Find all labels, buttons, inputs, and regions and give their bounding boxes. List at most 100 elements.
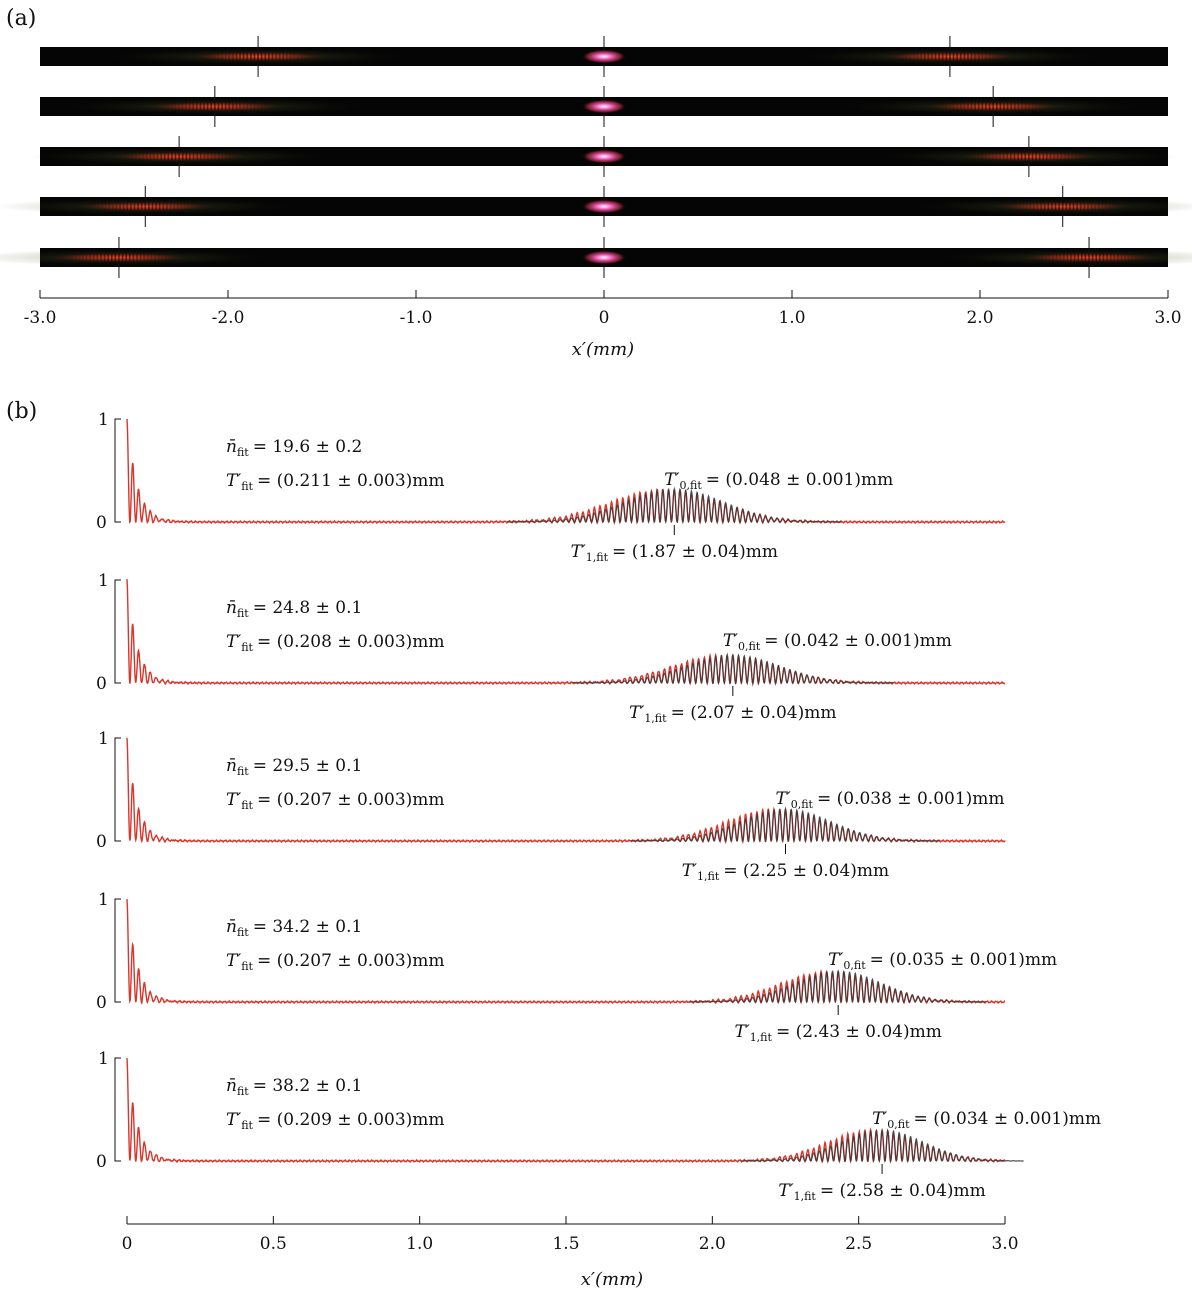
fringe-line	[1076, 202, 1078, 211]
fringe-line	[1033, 202, 1035, 211]
x-tick-label: 1.0	[778, 308, 805, 328]
n-annotation: n̄fit = 34.2 ± 0.1	[226, 917, 362, 939]
fringe-line	[183, 254, 185, 262]
fringe-line	[232, 153, 234, 161]
fringe-line	[892, 53, 894, 61]
fringe-line	[119, 202, 121, 211]
fringe-line	[1093, 153, 1095, 161]
x-tick-label: 3.0	[991, 1234, 1018, 1254]
fringe-line	[1069, 202, 1071, 211]
fringe-line	[275, 103, 277, 111]
plot-row-2: 1 0 n̄fit = 24.8 ± 0.1 T′fit = (0.208 ± 0.003…	[96, 571, 1006, 725]
fringe-line	[157, 253, 160, 262]
fringe-line	[279, 103, 281, 111]
fringe-line	[1099, 253, 1101, 262]
fringe-line	[161, 253, 163, 262]
x-tick-label: 0	[599, 308, 610, 328]
y-tick-label-0: 0	[96, 513, 107, 533]
fringe-line	[1041, 253, 1044, 262]
fringe-line	[156, 103, 158, 111]
fringe-line	[236, 153, 238, 161]
center-peak	[582, 149, 626, 164]
fringe-line	[232, 52, 234, 61]
fringe-line	[1051, 202, 1053, 211]
fringe-line	[137, 202, 139, 211]
strip-2	[40, 86, 1168, 127]
fringe-line	[1131, 253, 1134, 262]
fringe-line	[240, 153, 242, 161]
fringe-line	[203, 102, 205, 111]
fringe-line	[128, 253, 131, 262]
fringe-line	[210, 52, 213, 61]
fringe-line	[160, 152, 162, 161]
panel-b-plots: 1 0 n̄fit = 19.6 ± 0.2 T′fit = (0.211 ± 0.003…	[96, 410, 1101, 1203]
fringe-line	[1089, 153, 1091, 161]
T0-annotation: T′0,fit = (0.048 ± 0.001)mm	[664, 470, 893, 492]
fringe-line	[1087, 202, 1089, 211]
y-axis-bracket	[114, 579, 121, 684]
fringe-line	[1049, 152, 1052, 161]
fringe-line	[153, 152, 155, 161]
fringe-line	[196, 102, 198, 111]
fringe-line	[173, 202, 175, 211]
plot-row-4: 1 0 n̄fit = 34.2 ± 0.1 T′fit = (0.207 ± 0.003…	[96, 890, 1057, 1044]
fringe-line	[264, 52, 267, 61]
x-tick-label: -1.0	[400, 308, 433, 328]
fringe-line	[180, 202, 183, 211]
x-tick-label: 0	[122, 1234, 133, 1254]
fringe-line	[214, 102, 216, 111]
fringe-line	[192, 102, 195, 111]
x-tick-label: 2.0	[966, 308, 993, 328]
fringe-line	[1048, 253, 1051, 262]
fringe-line	[1036, 202, 1039, 211]
fringe-line	[959, 102, 962, 111]
fringe-line	[1064, 152, 1066, 161]
fringe-line	[71, 253, 73, 262]
fringe-line	[1101, 202, 1104, 211]
T1-annotation: T′1,fit = (2.43 ± 0.04)mm	[734, 1022, 941, 1044]
fringe-line	[139, 253, 142, 262]
fringe-line	[1040, 202, 1042, 211]
fringe-line	[181, 102, 184, 111]
fringe-line	[963, 102, 966, 111]
fringe-line	[149, 103, 151, 111]
fringe-line	[1138, 253, 1141, 262]
fringe-line	[1013, 152, 1016, 161]
fringe-line	[127, 152, 130, 161]
fringe-line	[1006, 152, 1009, 161]
fringe-line	[169, 202, 172, 211]
fringe-line	[1039, 102, 1041, 111]
fringe-line	[977, 52, 980, 61]
fringe-line	[1042, 102, 1045, 111]
fringe-line	[1120, 253, 1123, 262]
fringe-line	[909, 52, 912, 61]
fringe-line	[1123, 203, 1125, 211]
fringe-line	[185, 102, 187, 111]
fringe-line	[171, 152, 173, 161]
fringe-line	[224, 52, 227, 61]
fringe-line	[311, 53, 313, 61]
fringe-line	[89, 253, 91, 262]
fringe-line	[1020, 152, 1023, 161]
fringe-line	[1097, 202, 1100, 211]
fringe-line	[1046, 152, 1048, 161]
fringe-line	[1003, 53, 1005, 61]
fringe-line	[112, 202, 114, 211]
fringe-line	[188, 102, 191, 111]
fringe-line	[242, 52, 245, 61]
T-annotation: T′fit = (0.208 ± 0.003)mm	[226, 632, 445, 654]
fringe-line	[985, 102, 987, 111]
fringe-line	[1024, 152, 1027, 161]
fringe-line	[268, 52, 270, 61]
fringe-line	[1002, 152, 1005, 161]
fringe-line	[1047, 202, 1050, 211]
fringe-line	[142, 152, 144, 161]
panel-b-x-axis-label: x′(mm)	[581, 1269, 643, 1290]
fringe-line	[94, 202, 96, 211]
fringe-line	[1108, 202, 1111, 211]
fringe-line	[242, 102, 245, 111]
fringe-line	[300, 52, 303, 61]
fringe-line	[938, 103, 940, 111]
fringe-line	[970, 153, 972, 161]
fringe-line	[221, 52, 223, 61]
